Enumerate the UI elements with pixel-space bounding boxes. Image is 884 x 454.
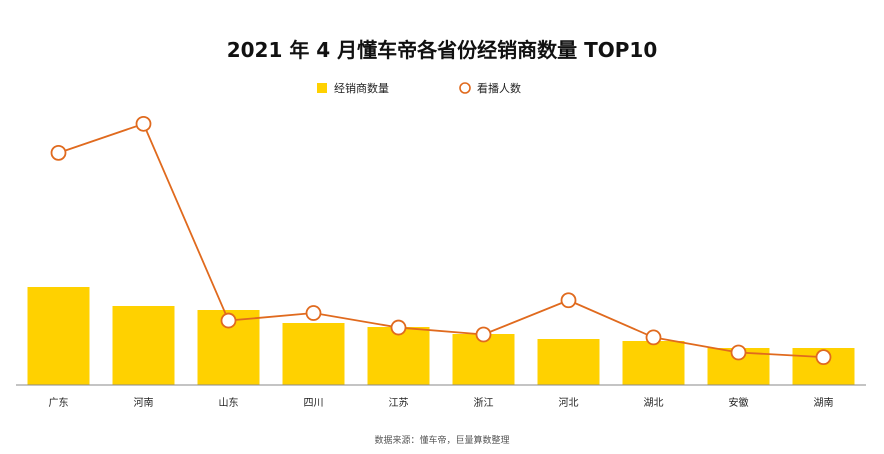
legend-bar-swatch <box>317 83 327 93</box>
bar-四川 <box>282 323 345 385</box>
line-point-江苏 <box>390 319 407 336</box>
line-point-湖北 <box>645 329 662 346</box>
x-tick-label: 河北 <box>559 397 579 409</box>
bar-河北 <box>537 339 600 385</box>
line-point-山东 <box>220 312 237 329</box>
x-tick-label: 山东 <box>219 396 239 409</box>
source-note: 数据来源：懂车帝，巨量算数整理 <box>374 434 509 446</box>
bar-河南 <box>112 306 175 385</box>
x-tick-label: 安徽 <box>729 396 749 409</box>
line-point-广东 <box>50 144 67 161</box>
bar-广东 <box>27 287 90 385</box>
bar-series <box>27 287 855 385</box>
line-point-河北 <box>560 292 577 309</box>
x-axis-ticks: 广东 河南 山东 四川 江苏 浙江 河北 湖北 安徽 湖南 <box>49 396 834 409</box>
legend-line-marker <box>459 82 471 94</box>
x-tick-label: 广东 <box>49 396 69 409</box>
line-point-四川 <box>305 305 322 321</box>
x-tick-label: 四川 <box>304 398 324 409</box>
bar-江苏 <box>367 327 430 385</box>
legend-line-label: 看播人数 <box>477 81 521 95</box>
x-tick-label: 浙江 <box>474 397 494 409</box>
x-tick-label: 湖北 <box>644 397 664 409</box>
line-point-河南 <box>135 115 152 132</box>
line-point-安徽 <box>730 344 747 361</box>
line-point-湖南 <box>815 349 832 366</box>
x-tick-label: 江苏 <box>389 396 409 409</box>
line-path <box>58 122 824 359</box>
x-tick-label: 湖南 <box>814 396 834 409</box>
line-point-浙江 <box>475 326 492 343</box>
bar-湖北 <box>622 341 685 385</box>
legend-bar-label: 经销商数量 <box>334 81 389 95</box>
line-series <box>50 115 832 366</box>
legend: 经销商数量 看播人数 <box>317 81 521 95</box>
x-tick-label: 河南 <box>134 396 154 409</box>
chart-title: 2021 年 4 月懂车帝各省份经销商数量 TOP10 <box>227 38 658 62</box>
bar-浙江 <box>452 334 515 385</box>
